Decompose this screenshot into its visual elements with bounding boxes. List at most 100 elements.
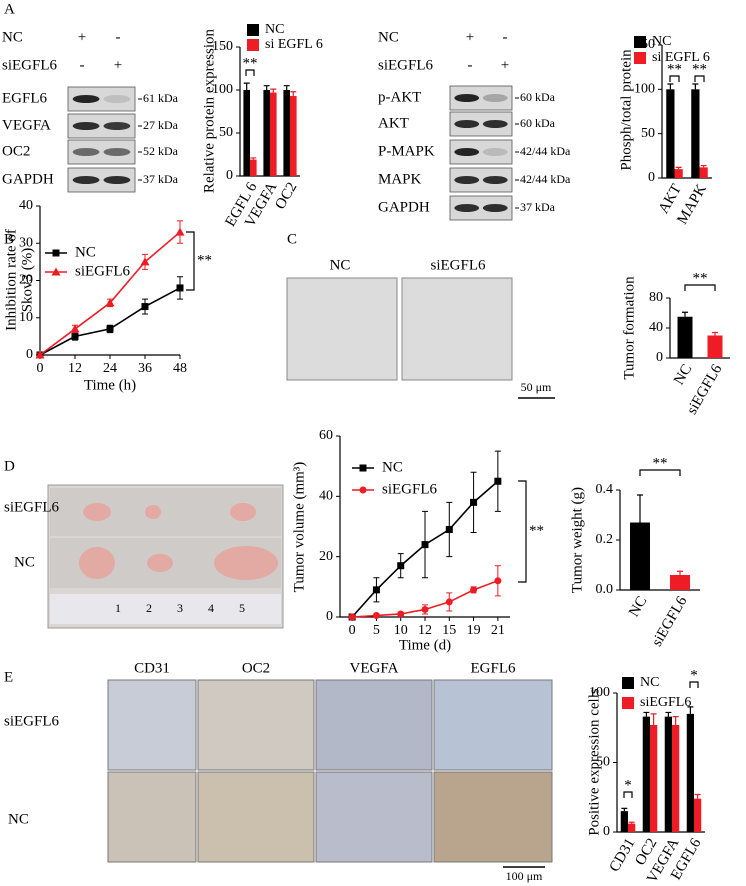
error-bar [270,88,277,93]
marker [70,324,80,333]
micrograph [107,771,197,863]
error-bar [692,83,699,90]
error-bar [682,311,688,317]
error-bar [643,711,650,717]
micrograph [401,277,513,381]
kda-label: 37 kDa [143,172,179,186]
legend-swatch [622,697,634,709]
error-bar [250,157,257,160]
x-tick-label: 5 [373,623,380,638]
blot-row-label: AKT [378,115,409,131]
legend-label: NC [75,244,96,260]
blot-band [482,176,508,184]
y-axis-title: Relative protein expression [201,28,217,193]
panel-label: C [287,231,297,247]
significance-bracket [623,791,633,798]
panel-label: D [4,458,15,474]
legend-label: siEGFL6 [75,263,131,279]
error-bar [621,807,628,812]
blot-band [454,148,480,156]
error-bar [712,331,718,336]
legend-swatch [247,24,259,36]
condition-sign: + [78,29,86,45]
bar [699,167,708,178]
marker [445,526,453,534]
legend-swatch [622,677,634,689]
bar [642,716,650,832]
ruler-number: 2 [146,601,152,615]
bar [250,159,257,176]
marker [35,350,45,359]
blot-row-label: GAPDH [378,199,430,215]
marker [175,227,185,236]
legend-label: si EGFL 6 [265,37,323,52]
y-axis-title: Tumor volume (mm³) [291,462,307,593]
bar [672,724,680,832]
legend-label: siEGFL6 [640,695,691,710]
marker [51,267,61,276]
y-tick-label: 50 [596,755,610,770]
significance-bracket [689,681,699,688]
legend-label: si EGFL 6 [652,50,710,65]
bar [243,90,250,176]
marker [470,498,478,506]
error-bar [667,83,674,90]
blot-row-label: GAPDH [2,171,54,187]
x-tick-label: 10 [394,623,408,638]
tumor [79,547,115,579]
ruler-number: 1 [115,601,121,615]
bar [263,90,270,176]
marker [140,257,150,266]
significance: * [690,667,698,683]
marker [141,303,149,311]
y-tick-label: 0.2 [596,532,614,547]
legend-label: siEGFL6 [382,481,438,497]
bar [650,724,658,832]
error-bar [687,706,694,714]
x-tick-label: 36 [138,361,152,376]
significance: ** [692,61,707,77]
bar [620,811,628,832]
x-tick-label: 0 [37,361,44,376]
blot-row-label: p-AKT [378,89,421,105]
blot-band [103,148,131,156]
marker [372,586,380,594]
significance-bracket [245,69,255,76]
row-label: NC [8,811,29,827]
y-axis-title: Phosph/total protein [618,49,634,171]
bar [666,89,675,178]
kda-label: 27 kDa [143,118,179,132]
bar [664,716,672,832]
y-tick-label: 0 [226,168,233,183]
blot-band [72,95,100,103]
x-tick-label: OC2 [272,180,300,213]
y-tick-label: 40 [19,198,33,213]
significance-bracket [639,469,681,476]
line [39,231,181,356]
micrograph [197,771,315,863]
legend-label: NC [640,675,659,690]
condition-sign: - [468,57,473,73]
significance-bracket [518,480,527,583]
bar [630,522,650,590]
ruler-number: 5 [239,601,245,615]
legend-label: NC [265,22,284,37]
y-tick-label: 30 [19,235,33,250]
bar [290,96,297,176]
bar [691,89,700,178]
y-tick-label: 60 [319,428,333,443]
condition-sign: + [466,29,474,45]
x-tick-label: 15 [442,623,456,638]
y-tick-label: 0 [603,824,610,839]
column-label: EGFL6 [471,660,517,676]
condition-label: siEGFL6 [2,57,58,73]
column-label: VEGFA [350,660,399,676]
kda-label: 61 kDa [143,91,179,105]
blot-row-label: OC2 [2,143,30,159]
micrograph [433,679,553,771]
x-tick-label: 12 [68,361,82,376]
y-tick-label: 100 [634,82,655,97]
blot-row-label: VEGFA [2,117,51,133]
error-bar [694,793,701,799]
row-label: siEGFL6 [4,713,60,729]
